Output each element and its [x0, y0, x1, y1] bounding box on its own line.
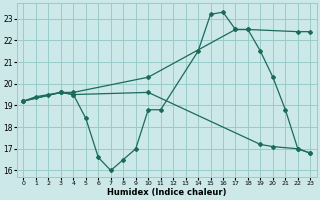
X-axis label: Humidex (Indice chaleur): Humidex (Indice chaleur)	[107, 188, 227, 197]
